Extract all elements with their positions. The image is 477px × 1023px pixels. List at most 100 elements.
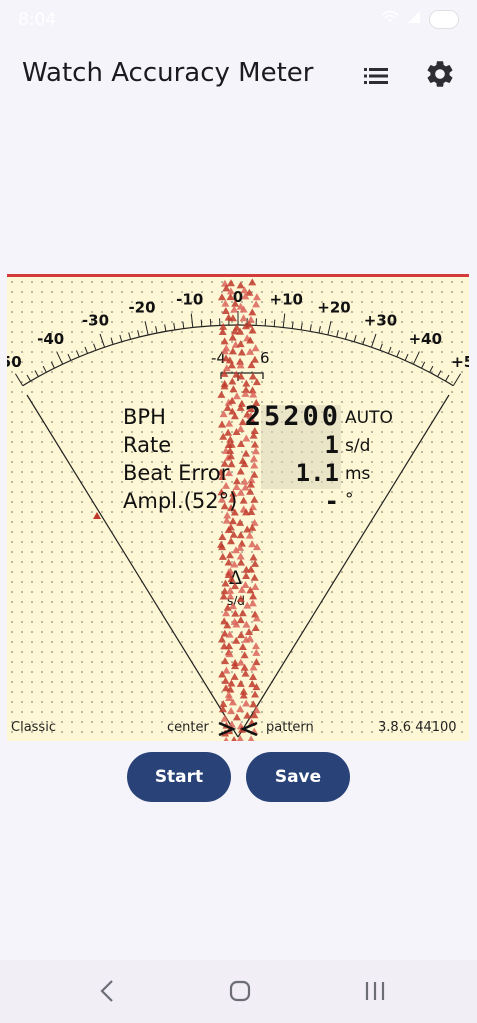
dial-tick [445,374,450,382]
dial-graphic: -50-40-30-20-100+10+20+30+40+50 -4 6 Δ s… [7,278,469,741]
trace-mark [223,403,232,411]
dial-tick [353,334,357,342]
trace-mark [236,357,245,365]
trace-mark [236,594,245,602]
dial-tick [84,346,89,354]
trace-mark [250,495,259,503]
trace-mark [218,327,227,335]
start-button[interactable]: Start [127,752,231,802]
fan-right-line [237,394,450,738]
trace-mark [247,405,256,413]
beat-trace [93,278,261,741]
dial-tick [50,361,55,369]
trace-mark [228,698,237,706]
dial-tick-label: -10 [176,291,203,309]
center-arrow-icon [218,721,237,737]
trace-mark [220,382,229,390]
trace-mark [252,658,261,666]
trace-mark [220,617,229,625]
dial-tick [344,332,348,340]
trace-mark [250,461,259,469]
dial-tick [128,332,132,340]
dial-tick [26,374,31,382]
dial-tick [370,333,377,348]
trace-mark [231,736,237,741]
trace-mark [225,551,234,559]
trace-mark [228,407,237,415]
trace-mark [245,634,254,642]
trace-mark [226,685,235,693]
trace-mark [236,361,245,369]
save-button[interactable]: Save [246,752,350,802]
trace-mark [252,683,261,691]
dial-tick-label: +40 [409,330,442,348]
trace-mark [226,592,235,600]
dial-tick [34,370,39,377]
trace-mark [239,314,248,322]
mode-label[interactable]: Classic [11,720,56,735]
trace-mark [237,348,246,356]
trace-mark [247,361,256,369]
gear-icon[interactable] [424,58,456,90]
dial-tick [99,333,106,348]
trace-mark [240,286,249,294]
trace-mark [226,287,235,295]
trace-mark [220,369,229,377]
accuracy-meter: -50-40-30-20-100+10+20+30+40+50 -4 6 Δ s… [7,274,469,741]
trace-mark [227,707,236,715]
dial-tick [437,370,442,377]
trace-mark [240,651,249,659]
trace-mark [230,508,239,516]
dial-tick [273,319,276,327]
trace-mark [237,399,246,407]
trace-mark [252,648,261,656]
trace-mark [232,428,241,436]
trace-mark [219,410,228,418]
trace-mark [237,558,246,566]
dial-tick [300,322,303,330]
center-label: center [167,720,209,735]
trace-mark [228,495,237,503]
beat-error-value: 1.1 [295,459,339,487]
trace-mark [236,403,245,411]
trace-mark [229,385,238,393]
trace-mark [251,559,260,567]
trace-mark [230,327,239,335]
trace-mark [225,650,234,658]
trace-mark [218,532,227,540]
dial-tick [282,313,286,328]
trace-mark [236,488,245,496]
amplitude-unit: ° [345,490,354,510]
trace-mark [236,467,245,475]
trace-mark [218,705,227,713]
trace-mark [226,537,235,545]
trace-mark [226,452,235,460]
trace-mark [240,477,249,485]
trace-mark [229,489,238,497]
trace-mark [249,431,258,439]
back-icon[interactable] [96,978,118,1009]
navigation-bar [0,960,477,1023]
home-icon[interactable] [228,979,252,1008]
recents-icon[interactable] [362,979,388,1008]
trace-mark [225,642,234,650]
trace-mark [229,602,238,610]
dial-tick-label: +50 [451,353,469,371]
list-icon[interactable] [360,60,392,92]
trace-mark [248,599,257,607]
beat-window-right: 6 [260,349,270,367]
beat-error-label: Beat Error [123,461,230,485]
trace-mark [245,531,254,539]
trace-mark [232,620,241,628]
trace-mark [230,305,239,313]
trace-mark [248,372,257,380]
trace-mark [232,636,241,644]
trace-mark [222,481,231,489]
trace-mark [218,543,227,551]
trace-mark [236,439,245,447]
amplitude-value: - [324,487,339,515]
dial-tick [291,321,294,329]
dial-tick [190,313,194,328]
trace-mark [237,631,246,639]
trace-mark [236,552,245,560]
